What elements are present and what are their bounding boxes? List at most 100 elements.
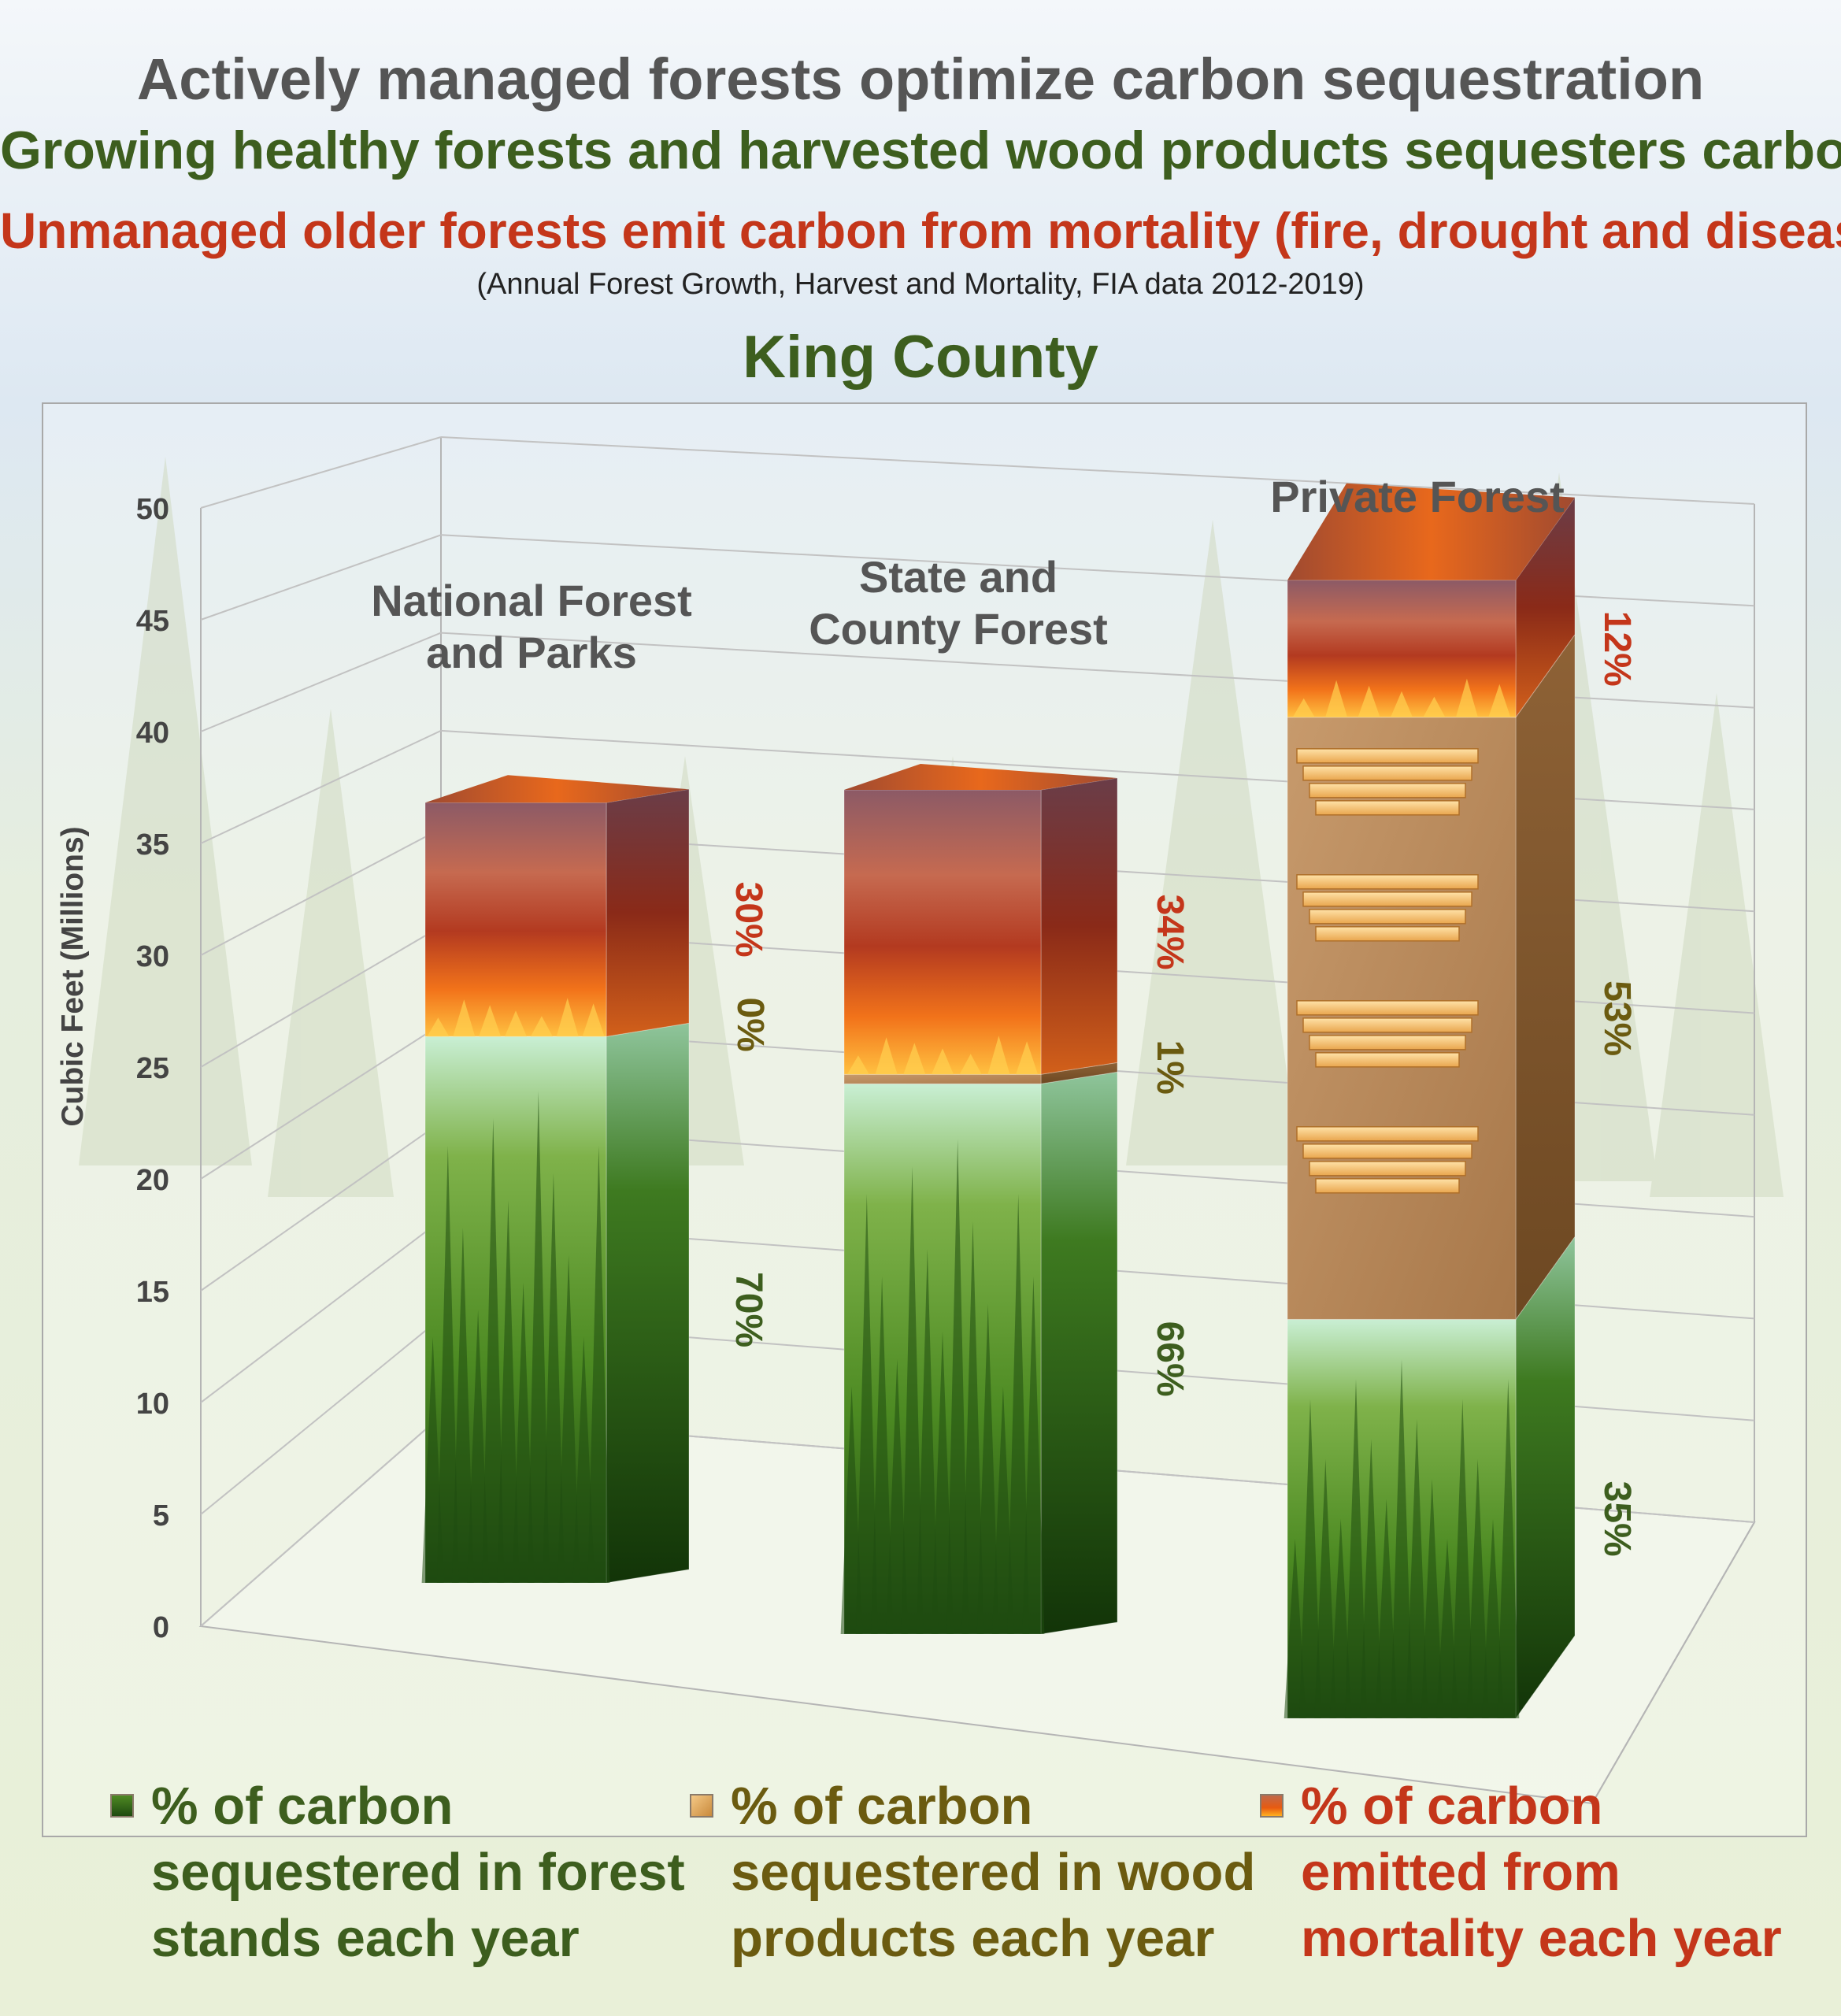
y-axis-label: Cubic Feet (Millions) bbox=[56, 826, 90, 1126]
tree-silhouette-icon bbox=[1466, 1458, 1489, 1718]
lumber-plank-icon bbox=[1315, 926, 1460, 942]
tree-silhouette-icon bbox=[542, 1173, 565, 1583]
tree-silhouette-icon bbox=[1451, 1399, 1474, 1718]
tree-silhouette-icon bbox=[1360, 1439, 1383, 1718]
gridline-left bbox=[200, 534, 442, 621]
bar-forest-side bbox=[606, 1022, 690, 1584]
tree-silhouette-icon bbox=[451, 1228, 474, 1583]
subtitle-mortality: Unmanaged older forests emit carbon from… bbox=[0, 202, 1841, 259]
y-tick-label: 35 bbox=[136, 828, 169, 862]
bar-mortality-segment bbox=[424, 802, 607, 1037]
y-tick-label: 40 bbox=[136, 717, 169, 750]
legend-text-forest: % of carbon sequestered in forest stands… bbox=[151, 1773, 687, 1972]
legend-wood-line-2: sequestered in wood bbox=[731, 1843, 1256, 1902]
tree-silhouette-icon bbox=[572, 1336, 595, 1583]
gridline-left bbox=[200, 1121, 442, 1292]
percent-label-forest: 70% bbox=[728, 1272, 769, 1347]
gridline-left bbox=[200, 632, 442, 732]
category-label-1: and Parks bbox=[426, 628, 637, 677]
gridline-left bbox=[200, 1023, 442, 1180]
bar-group-3 bbox=[1284, 483, 1576, 1720]
tree-silhouette-icon bbox=[946, 1139, 969, 1634]
flame-icon bbox=[453, 999, 476, 1037]
source-note: (Annual Forest Growth, Harvest and Morta… bbox=[476, 268, 1365, 301]
wood-swatch-icon bbox=[690, 1794, 713, 1818]
tree-silhouette-icon bbox=[1329, 1518, 1352, 1718]
tree-silhouette-icon bbox=[1375, 1499, 1398, 1718]
forest-swatch-icon bbox=[110, 1794, 134, 1818]
county-title: King County bbox=[743, 324, 1098, 391]
tree-silhouette-icon bbox=[1436, 1539, 1458, 1718]
bar-wood-side bbox=[1515, 633, 1576, 1321]
bar-group-2 bbox=[840, 764, 1118, 1635]
flame-icon bbox=[932, 1048, 954, 1075]
tree-silhouette-icon bbox=[1314, 1458, 1337, 1718]
tree-silhouette-icon bbox=[1284, 1539, 1306, 1718]
category-label-2: State and bbox=[859, 552, 1058, 602]
legend-mortality-line-3: mortality each year bbox=[1301, 1909, 1782, 1968]
y-tick-label: 5 bbox=[153, 1499, 169, 1532]
percent-label-mortality: 12% bbox=[1596, 611, 1638, 687]
category-label-2: County Forest bbox=[809, 604, 1108, 654]
tree-silhouette-icon bbox=[855, 1194, 878, 1634]
tree-silhouette-icon bbox=[1299, 1399, 1321, 1718]
legend-wood-line-1: % of carbon bbox=[731, 1777, 1033, 1836]
percent-label-wood: 1% bbox=[1149, 1040, 1191, 1095]
tree-silhouette-icon bbox=[512, 1282, 535, 1583]
legend-mortality-line-2: emitted from bbox=[1301, 1843, 1621, 1902]
gridline-back bbox=[440, 436, 1755, 505]
gridline-left bbox=[200, 828, 442, 956]
y-tick-label: 20 bbox=[136, 1164, 169, 1197]
tree-silhouette-icon bbox=[1497, 1379, 1520, 1718]
lumber-plank-icon bbox=[1309, 909, 1466, 925]
background-tree-icon bbox=[79, 457, 252, 1166]
flame-icon bbox=[530, 1016, 553, 1037]
lumber-plank-icon bbox=[1302, 765, 1472, 781]
tree-silhouette-icon bbox=[840, 1386, 863, 1634]
tree-silhouette-icon bbox=[482, 1118, 505, 1583]
gridline-left bbox=[200, 436, 442, 509]
lumber-plank-icon bbox=[1315, 1052, 1460, 1068]
y-tick-label: 45 bbox=[136, 605, 169, 638]
y-tick-label: 50 bbox=[136, 493, 169, 526]
legend-text-wood: % of carbon sequestered in wood products… bbox=[731, 1773, 1266, 1972]
lumber-plank-icon bbox=[1309, 783, 1466, 799]
tree-silhouette-icon bbox=[932, 1331, 954, 1634]
fire-swatch-icon bbox=[1260, 1794, 1284, 1818]
bar-top-face bbox=[425, 775, 689, 803]
bar-group-1 bbox=[421, 775, 690, 1584]
bar-mortality-side bbox=[606, 788, 690, 1037]
tree-silhouette-icon bbox=[1421, 1479, 1443, 1718]
legend-forest-line-1: % of carbon bbox=[151, 1777, 454, 1836]
lumber-plank-icon bbox=[1296, 1000, 1479, 1016]
bar-forest-side bbox=[1515, 1235, 1576, 1720]
background-tree-icon bbox=[1126, 520, 1299, 1166]
tree-silhouette-icon bbox=[1391, 1359, 1413, 1718]
lumber-plank-icon bbox=[1296, 1126, 1479, 1142]
flame-icon bbox=[479, 1005, 502, 1037]
category-label-1: National Forest bbox=[371, 576, 692, 625]
y-tick-label: 0 bbox=[153, 1611, 169, 1644]
tree-silhouette-icon bbox=[497, 1200, 520, 1583]
main-title: Actively managed forests optimize carbon… bbox=[136, 46, 1705, 112]
gridline-left bbox=[200, 1415, 442, 1627]
y-tick-labels: 0 5 10 15 20 25 30 35 40 45 50 bbox=[136, 493, 169, 1644]
lumber-plank-icon bbox=[1302, 891, 1472, 907]
y-tick-label: 15 bbox=[136, 1276, 169, 1309]
bar-mortality-side bbox=[1040, 777, 1118, 1075]
bar-forest-side bbox=[1040, 1071, 1118, 1635]
flame-icon bbox=[1325, 680, 1348, 717]
tree-silhouette-icon bbox=[1022, 1276, 1045, 1634]
background-tree-icon bbox=[1650, 693, 1784, 1197]
legend-forest-line-2: sequestered in forest bbox=[151, 1843, 685, 1902]
legend-mortality-line-1: % of carbon bbox=[1301, 1777, 1603, 1836]
tree-silhouette-icon bbox=[961, 1221, 984, 1634]
flame-icon bbox=[903, 1043, 926, 1075]
lumber-plank-icon bbox=[1302, 1017, 1472, 1033]
tree-silhouette-icon bbox=[421, 1336, 444, 1583]
flame-icon bbox=[846, 1055, 869, 1075]
tree-silhouette-icon bbox=[1345, 1379, 1367, 1718]
y-tick-label: 30 bbox=[136, 940, 169, 973]
lumber-plank-icon bbox=[1309, 1161, 1466, 1177]
